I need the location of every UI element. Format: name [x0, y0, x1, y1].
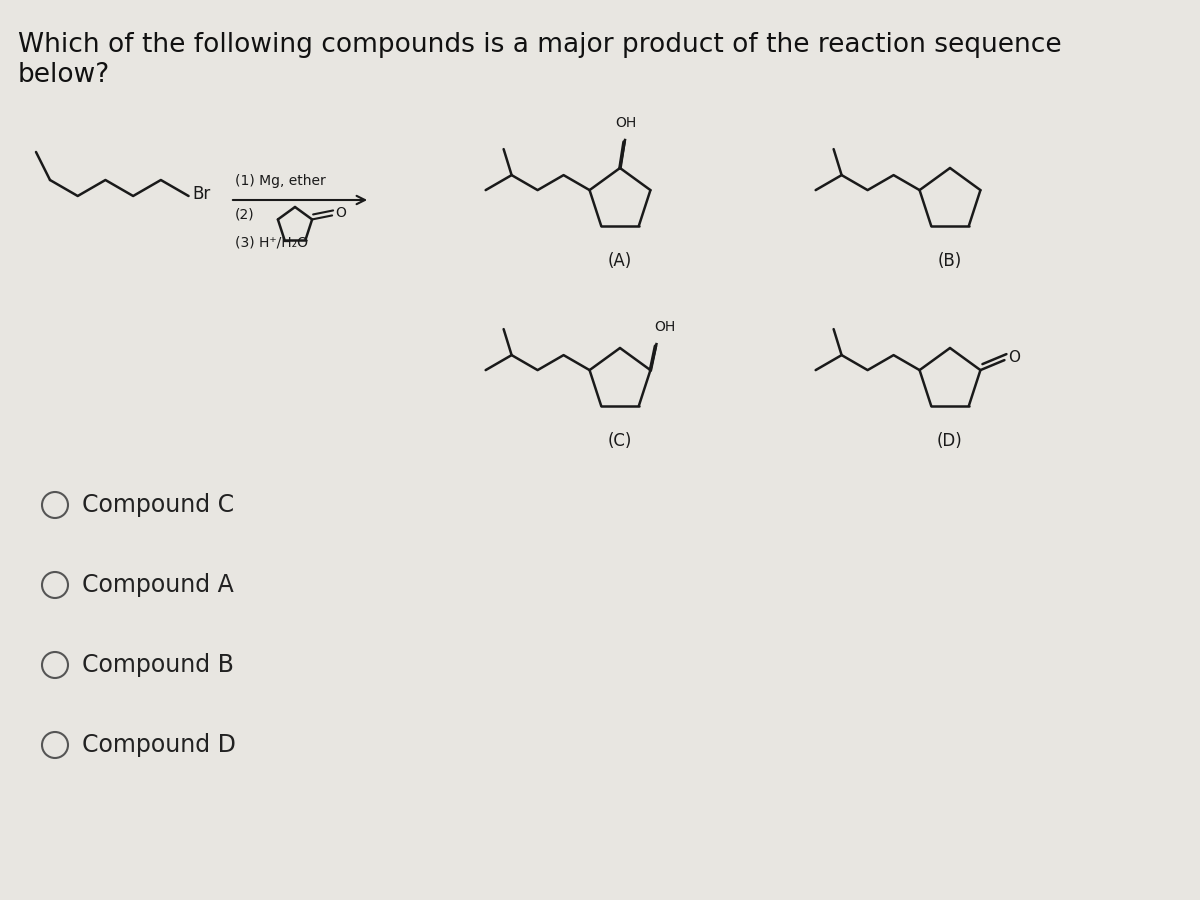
Text: (3) H⁺/H₂O: (3) H⁺/H₂O: [235, 235, 308, 249]
Text: (A): (A): [608, 252, 632, 270]
Text: Which of the following compounds is a major product of the reaction sequence
bel: Which of the following compounds is a ma…: [18, 32, 1062, 88]
Text: (D): (D): [937, 432, 962, 450]
Text: Br: Br: [192, 185, 211, 203]
Text: (2): (2): [235, 208, 254, 222]
Text: OH: OH: [654, 320, 676, 334]
Text: (1) Mg, ether: (1) Mg, ether: [235, 174, 325, 188]
Text: OH: OH: [616, 116, 637, 130]
Text: O: O: [1008, 349, 1020, 364]
Text: Compound D: Compound D: [82, 733, 236, 757]
Text: Compound B: Compound B: [82, 653, 234, 677]
Text: Compound C: Compound C: [82, 493, 234, 517]
Text: (C): (C): [608, 432, 632, 450]
Text: (B): (B): [938, 252, 962, 270]
Text: O: O: [335, 206, 346, 220]
Text: Compound A: Compound A: [82, 573, 234, 597]
